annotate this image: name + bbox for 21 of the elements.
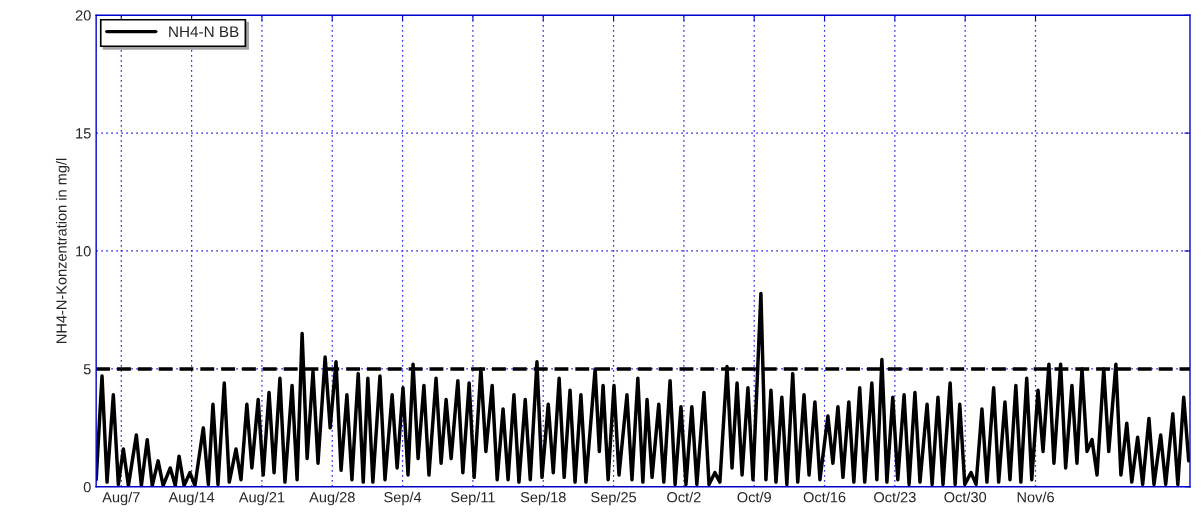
y-tick-label: 15 bbox=[76, 128, 91, 139]
x-tick-label: Oct/9 bbox=[737, 491, 771, 503]
x-tick-label: Oct/30 bbox=[944, 491, 987, 503]
y-tick-label: 5 bbox=[83, 364, 91, 375]
x-tick-label: Sep/25 bbox=[591, 491, 637, 506]
y-tick-label: 10 bbox=[76, 246, 91, 257]
x-tick-label: Aug/14 bbox=[168, 491, 215, 506]
x-tick-label: Sep/11 bbox=[451, 491, 495, 506]
y-axis-title: NH4-N-Konzentration in mg/l bbox=[55, 158, 70, 343]
x-tick-label: Oct/2 bbox=[667, 491, 701, 503]
x-tick-label: Nov/6 bbox=[1017, 491, 1054, 503]
x-tick-label: Sep/4 bbox=[384, 491, 422, 506]
x-tick-label: Aug/7 bbox=[102, 491, 140, 506]
x-tick-label: Aug/28 bbox=[309, 491, 355, 506]
x-tick-label: Oct/23 bbox=[874, 491, 916, 503]
x-tick-label: Sep/18 bbox=[520, 491, 566, 506]
y-tick-label: 0 bbox=[83, 481, 91, 493]
legend-label: NH4-N BB bbox=[169, 26, 239, 37]
x-tick-label: Oct/16 bbox=[803, 491, 846, 503]
x-tick-label: Aug/21 bbox=[238, 491, 285, 506]
y-tick-label: 20 bbox=[75, 10, 91, 21]
